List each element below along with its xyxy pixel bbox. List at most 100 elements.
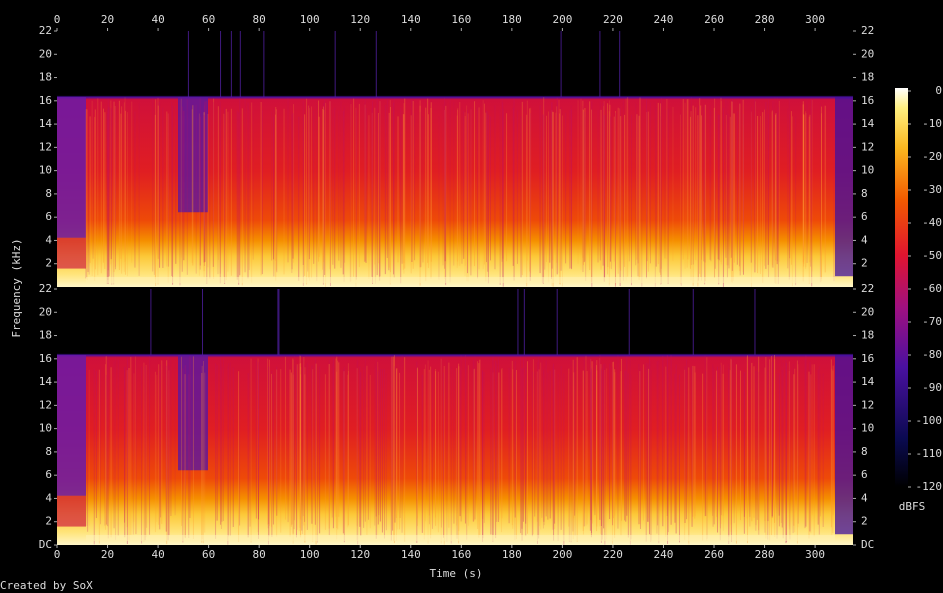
x-tick-label: 140 xyxy=(401,548,421,561)
y-tick-label: 4 xyxy=(45,491,52,504)
x-tick-label: 20 xyxy=(101,548,114,561)
colorbar-tick-label: -60 xyxy=(922,282,942,295)
x-tick-label-top: 120 xyxy=(350,13,370,26)
colorbar-label: dBFS xyxy=(899,500,926,513)
x-tick-label: 120 xyxy=(350,548,370,561)
y-tick-label: 2 xyxy=(45,515,52,528)
y-tick-label: 8 xyxy=(45,187,52,200)
x-tick-label-top: 140 xyxy=(401,13,421,26)
y-tick-label-right: 2 xyxy=(861,515,868,528)
x-tick-label: 240 xyxy=(654,548,674,561)
y-tick-label-right: 4 xyxy=(861,491,868,504)
y-tick-label: 10 xyxy=(39,422,52,435)
footer: Created by SoX xyxy=(0,579,93,592)
x-tick-label: 0 xyxy=(54,548,61,561)
y-tick-label: 14 xyxy=(39,117,53,130)
y-tick-label-right: 18 xyxy=(861,329,874,342)
quiet-section xyxy=(178,355,208,471)
x-tick-label: 40 xyxy=(151,548,164,561)
x-tick-label-top: 40 xyxy=(151,13,164,26)
y-tick-label: 16 xyxy=(39,94,52,107)
quiet-section xyxy=(178,97,208,213)
x-tick-label-top: 100 xyxy=(300,13,320,26)
colorbar-tick-label: -10 xyxy=(922,117,942,130)
y-tick-label-right: 2 xyxy=(861,257,868,270)
y-tick-label-right: 20 xyxy=(861,47,874,60)
y-tick-label: 8 xyxy=(45,445,52,458)
y-tick-label: DC xyxy=(39,538,52,551)
x-tick-label-top: 300 xyxy=(805,13,825,26)
y-tick-label: 2 xyxy=(45,257,52,270)
colorbar-tick-label: -80 xyxy=(922,348,942,361)
y-tick-label: 4 xyxy=(45,233,52,246)
x-tick-label: 200 xyxy=(552,548,572,561)
y-tick-label-right: 12 xyxy=(861,398,874,411)
quiet-intro-low xyxy=(57,495,86,527)
y-tick-label: 12 xyxy=(39,398,52,411)
colorbar-tick-label: -110 xyxy=(916,447,943,460)
x-tick-label-top: 240 xyxy=(654,13,674,26)
x-tick-label-top: 260 xyxy=(704,13,724,26)
y-tick-label-right: 22 xyxy=(861,24,874,37)
y-tick-label-right: 8 xyxy=(861,187,868,200)
x-tick-label: 260 xyxy=(704,548,724,561)
y-tick-label-right: 8 xyxy=(861,445,868,458)
colorbar-tick-label: -50 xyxy=(922,249,942,262)
y-tick-label-right: 6 xyxy=(861,210,868,223)
colorbar-tick-label: -70 xyxy=(922,315,942,328)
y-tick-label-right: 16 xyxy=(861,94,874,107)
colorbar-tick-label: -40 xyxy=(922,216,942,229)
colorbar-tick-label: -120 xyxy=(916,480,943,493)
x-axis-label: Time (s) xyxy=(430,567,483,580)
y-tick-label: 18 xyxy=(39,71,52,84)
colorbar-tick-label: 0 xyxy=(935,84,942,97)
x-tick-label-top: 160 xyxy=(451,13,471,26)
y-tick-label-right: 20 xyxy=(861,305,874,318)
spectrogram-image xyxy=(57,289,853,545)
x-tick-label: 280 xyxy=(755,548,775,561)
fade-out xyxy=(835,97,853,277)
quiet-intro xyxy=(57,355,86,496)
y-tick-label: 16 xyxy=(39,352,52,365)
colorbar-tick-label: -100 xyxy=(916,414,943,427)
y-tick-label-right: 18 xyxy=(861,71,874,84)
y-tick-label: 6 xyxy=(45,468,52,481)
x-tick-label: 220 xyxy=(603,548,623,561)
y-tick-label-right: 10 xyxy=(861,164,874,177)
y-tick-label: 22 xyxy=(39,24,52,37)
x-tick-label-top: 200 xyxy=(552,13,572,26)
y-tick-label-right: 22 xyxy=(861,282,874,295)
x-tick-label: 60 xyxy=(202,548,215,561)
colorbar-tick-label: -30 xyxy=(922,183,942,196)
x-tick-label: 100 xyxy=(300,548,320,561)
y-tick-label-right: 14 xyxy=(861,375,875,388)
x-tick-label-top: 180 xyxy=(502,13,522,26)
y-tick-label-right: 16 xyxy=(861,352,874,365)
x-tick-label-top: 80 xyxy=(253,13,266,26)
x-tick-label-top: 280 xyxy=(755,13,775,26)
y-tick-label-right: 6 xyxy=(861,468,868,481)
y-tick-label: 20 xyxy=(39,47,52,60)
y-tick-label-right: 12 xyxy=(861,140,874,153)
bass-band xyxy=(86,535,835,541)
bass-band xyxy=(86,277,835,283)
x-tick-label: 180 xyxy=(502,548,522,561)
y-tick-label: 18 xyxy=(39,329,52,342)
colorbar-tick-label: -20 xyxy=(922,150,942,163)
x-tick-label-top: 0 xyxy=(54,13,61,26)
x-tick-label-top: 20 xyxy=(101,13,114,26)
x-tick-label: 300 xyxy=(805,548,825,561)
x-tick-label: 80 xyxy=(253,548,266,561)
y-tick-label-right: DC xyxy=(861,538,874,551)
y-axis-label: Frequency (kHz) xyxy=(10,238,23,337)
fade-out xyxy=(835,355,853,535)
y-tick-label: 6 xyxy=(45,210,52,223)
x-tick-label-top: 60 xyxy=(202,13,215,26)
y-tick-label: 20 xyxy=(39,305,52,318)
quiet-intro-low xyxy=(57,237,86,269)
y-tick-label: 14 xyxy=(39,375,53,388)
colorbar-tick-label: -90 xyxy=(922,381,942,394)
y-tick-label: 10 xyxy=(39,164,52,177)
x-tick-label: 160 xyxy=(451,548,471,561)
x-tick-label-top: 220 xyxy=(603,13,623,26)
